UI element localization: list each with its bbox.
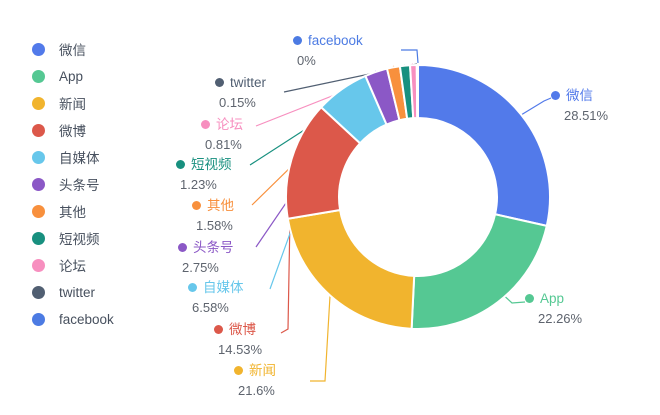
callout-pct-facebook: 0%: [297, 52, 316, 68]
callout-pct-twitter: 0.15%: [219, 94, 256, 110]
legend-item-news[interactable]: 新闻: [32, 96, 114, 112]
callout-pct-self-media: 6.58%: [192, 299, 229, 315]
leader-line-2: [310, 295, 331, 382]
legend-label-weibo: 微博: [59, 124, 86, 139]
legend-label-short-video: 短视频: [59, 232, 100, 247]
legend-swatch-toutiao: [32, 177, 45, 191]
callout-name-facebook: facebook: [308, 33, 363, 48]
legend-label-forum: 论坛: [59, 259, 86, 274]
legend-item-twitter[interactable]: twitter: [32, 284, 114, 300]
callout-weibo: 微博 14.53%: [214, 323, 262, 356]
pie-slice-1[interactable]: [410, 213, 548, 330]
leader-line-0: [520, 97, 552, 116]
callout-name-short-video: 短视频: [191, 157, 232, 172]
legend-item-forum[interactable]: 论坛: [32, 258, 114, 274]
legend-swatch-forum: [32, 258, 45, 272]
legend-item-short-video[interactable]: 短视频: [32, 231, 114, 247]
legend-label-wechat: 微信: [59, 43, 86, 58]
callout-name-weibo: 微博: [229, 322, 256, 337]
legend-swatch-facebook: [32, 312, 45, 326]
callout-pct-app: 22.26%: [538, 310, 583, 326]
legend-swatch-other: [32, 204, 45, 218]
callout-name-twitter: twitter: [230, 75, 267, 90]
legend-swatch-weibo: [32, 123, 45, 137]
callout-short-video: 短视频 1.23%: [176, 158, 232, 191]
legend-item-facebook[interactable]: facebook: [32, 311, 114, 327]
callout-wechat: 微信 28.51%: [551, 89, 608, 122]
legend-swatch-short-video: [32, 231, 45, 245]
legend-label-self-media: 自媒体: [59, 151, 100, 166]
pie-slice-9[interactable]: [415, 64, 419, 120]
pie-slice-0[interactable]: [417, 64, 551, 227]
pie-slice-2[interactable]: [286, 208, 416, 330]
callout-dot-app: [525, 294, 534, 304]
callout-toutiao: 头条号 2.75%: [178, 241, 234, 274]
callout-twitter: twitter 0.15%: [215, 76, 266, 109]
callout-dot-other: [192, 201, 201, 211]
callout-pct-forum: 0.81%: [205, 136, 242, 152]
callout-other: 其他 1.58%: [192, 199, 234, 232]
callout-name-news: 新闻: [249, 363, 276, 378]
callout-name-toutiao: 头条号: [193, 240, 234, 255]
legend-item-other[interactable]: 其他: [32, 204, 114, 220]
legend-swatch-wechat: [32, 42, 45, 56]
callout-pct-wechat: 28.51%: [564, 107, 609, 123]
callout-dot-toutiao: [178, 243, 187, 253]
callout-self-media: 自媒体 6.58%: [188, 281, 244, 314]
legend-item-toutiao[interactable]: 头条号: [32, 177, 114, 193]
legend-swatch-app: [32, 69, 45, 83]
callout-name-app: App: [540, 291, 565, 306]
legend-item-weibo[interactable]: 微博: [32, 123, 114, 139]
legend: 微信 App 新闻 微博 自媒体 头条号 其他 短视频 论坛 twitter f…: [32, 42, 114, 327]
legend-item-self-media[interactable]: 自媒体: [32, 150, 114, 166]
legend-item-app[interactable]: App: [32, 68, 114, 84]
callout-name-forum: 论坛: [216, 117, 243, 132]
pie-slices: [285, 64, 551, 330]
legend-swatch-twitter: [32, 285, 45, 299]
legend-swatch-news: [32, 96, 45, 110]
callout-dot-wechat: [551, 91, 560, 101]
callout-name-other: 其他: [207, 198, 234, 213]
legend-label-twitter: twitter: [59, 284, 96, 300]
callout-pct-other: 1.58%: [196, 217, 233, 233]
callout-facebook: facebook 0%: [293, 34, 363, 67]
callout-dot-short-video: [176, 160, 185, 170]
legend-label-toutiao: 头条号: [59, 178, 100, 193]
callout-app: App 22.26%: [525, 292, 582, 325]
legend-label-app: App: [59, 68, 84, 84]
callout-news: 新闻 21.6%: [234, 364, 276, 397]
callout-name-wechat: 微信: [566, 88, 593, 103]
callout-pct-weibo: 14.53%: [218, 341, 263, 357]
legend-label-news: 新闻: [59, 97, 86, 112]
leader-line-10: [401, 49, 419, 64]
callout-forum: 论坛 0.81%: [201, 118, 243, 151]
legend-label-other: 其他: [59, 205, 86, 220]
callout-dot-news: [234, 366, 243, 376]
callout-pct-news: 21.6%: [238, 382, 275, 398]
callout-pct-short-video: 1.23%: [180, 176, 217, 192]
legend-item-wechat[interactable]: 微信: [32, 42, 114, 58]
callout-pct-toutiao: 2.75%: [182, 259, 219, 275]
callout-name-self-media: 自媒体: [203, 280, 244, 295]
callout-dot-forum: [201, 120, 210, 130]
callout-dot-self-media: [188, 283, 197, 293]
legend-swatch-self-media: [32, 150, 45, 164]
callout-dot-weibo: [214, 325, 223, 335]
legend-label-facebook: facebook: [59, 311, 114, 327]
callout-dot-facebook: [293, 36, 302, 46]
callout-dot-twitter: [215, 78, 224, 88]
